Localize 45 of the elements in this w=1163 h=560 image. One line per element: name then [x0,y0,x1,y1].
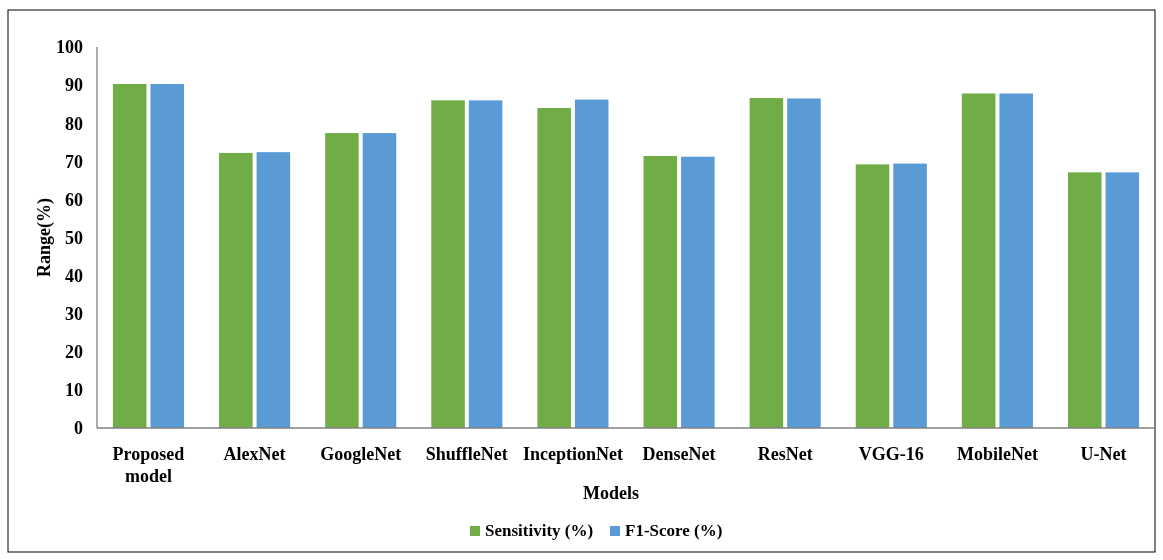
legend-label: Sensitivity (%) [485,521,594,540]
x-tick-label: InceptionNet [522,444,623,464]
bar [643,155,678,428]
bar [999,93,1033,428]
x-tick-label: U-Net [1080,444,1127,464]
bar [574,99,609,428]
bar [468,100,503,428]
y-tick-label: 20 [65,342,83,363]
bar [893,163,927,428]
y-tick-label: 100 [56,37,83,58]
x-tick-label: VGG-16 [858,444,924,464]
y-tick-label: 50 [65,227,83,248]
bar [787,98,821,428]
x-axis-title: Models [583,483,639,503]
y-tick-label: 40 [65,265,83,286]
bar [855,164,890,428]
x-tick-label: ResNet [757,444,813,464]
y-tick-label: 90 [65,75,83,96]
y-tick-label: 80 [65,113,83,134]
bar [749,98,784,428]
x-tick-label: DenseNet [642,444,716,464]
x-tick-label: Proposed model [112,444,185,486]
bar [112,83,147,428]
y-tick-label: 70 [65,151,83,172]
bar [1105,172,1140,428]
bar [362,133,397,428]
x-tick-label: MobileNet [956,444,1038,464]
x-tick-label: AlexNet [223,444,286,464]
x-tick-label: GoogleNet [320,444,402,464]
y-axis-title: Range(%) [34,198,55,277]
y-tick-label: 0 [74,418,83,439]
x-tick-label: ShuffleNet [425,444,508,464]
bar [325,133,359,428]
bar [256,152,291,428]
bar [219,152,253,428]
y-tick-label: 60 [65,189,83,210]
bar [961,93,996,428]
y-tick-label: 30 [65,304,83,324]
bar [537,107,571,428]
bar [431,100,465,428]
bar [150,83,185,428]
bar [681,156,715,428]
bar [1067,172,1102,428]
y-tick-label: 10 [65,380,83,401]
legend-label: F1-Score (%) [625,521,723,540]
